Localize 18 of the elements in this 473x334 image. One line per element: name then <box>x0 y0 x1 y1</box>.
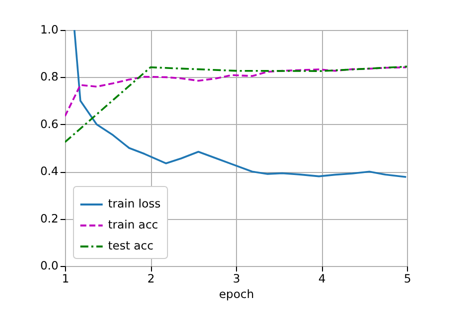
x-axis-title: epoch <box>218 287 254 301</box>
legend-label: train acc <box>108 218 158 232</box>
line-series <box>65 66 407 118</box>
y-tick-label: 1.0 <box>40 22 58 36</box>
x-tick-label: 1 <box>62 272 70 286</box>
legend-label: train loss <box>108 196 161 210</box>
x-tick-label: 5 <box>404 272 412 286</box>
line-series <box>65 66 407 143</box>
y-tick-label: 0.4 <box>40 164 58 178</box>
x-tick-label: 4 <box>318 272 326 286</box>
y-tick-label: 0.2 <box>40 211 58 226</box>
y-tick-label: 0.8 <box>40 70 58 84</box>
y-tick-label: 0.6 <box>40 116 58 131</box>
legend-label: test acc <box>108 238 154 252</box>
line-series <box>74 30 407 178</box>
x-tick-label: 2 <box>147 272 155 286</box>
y-tick-label: 0.0 <box>40 258 58 272</box>
x-tick-label: 3 <box>232 272 240 286</box>
